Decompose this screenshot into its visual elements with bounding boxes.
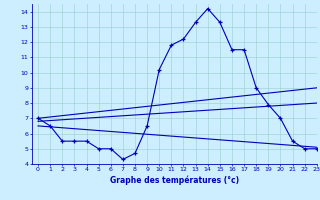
- X-axis label: Graphe des températures (°c): Graphe des températures (°c): [110, 175, 239, 185]
